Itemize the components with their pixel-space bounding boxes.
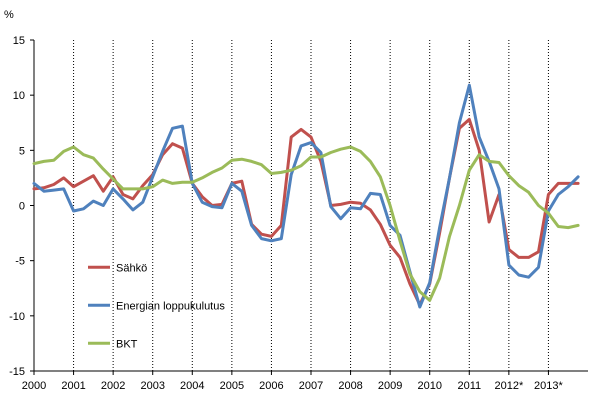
axes (30, 39, 588, 375)
x-tick-label: 2008 (338, 380, 362, 392)
series-lines (32, 83, 580, 309)
x-tick-labels: 2000 2001 2002 2003 2004 2005 2006 2007 2008 2009… (22, 380, 564, 392)
y-tick-label: 0 (19, 201, 25, 213)
y-tick-label: -5 (15, 256, 25, 268)
x-tick-label: 2009 (378, 380, 402, 392)
series-line-s-hk (32, 117, 580, 307)
x-tick-label: 2007 (299, 380, 323, 392)
legend-label: Energian loppukulutus (116, 300, 225, 312)
x-tick-label: 2003 (140, 380, 164, 392)
y-tick-label: 10 (13, 90, 25, 102)
x-tick-label: 2001 (61, 380, 85, 392)
x-tick-label: 2002 (101, 380, 125, 392)
legend-label: BKT (116, 338, 138, 350)
y-axis-unit-label: % (4, 9, 14, 21)
legend-label: Sähkö (116, 262, 147, 274)
y-tick-label: -15 (9, 366, 25, 378)
x-tick-label: 2004 (180, 380, 204, 392)
series-line-energian-loppukulutus (32, 83, 580, 309)
x-tick-label: 2010 (417, 380, 441, 392)
x-tick-label: 2006 (259, 380, 283, 392)
x-tick-label: 2000 (22, 380, 46, 392)
y-tick-label: 15 (13, 35, 25, 47)
x-tick-label: 2005 (220, 380, 244, 392)
x-tick-label: 2011 (457, 380, 481, 392)
grid-lines (73, 40, 549, 371)
y-tick-label: -10 (9, 311, 25, 323)
series-line-bkt (32, 145, 580, 302)
x-tick-label: 2012* (494, 380, 523, 392)
x-tick-label: 2013* (534, 380, 563, 392)
y-tick-label: 5 (19, 145, 25, 157)
y-tick-labels: 15 10 5 0 -5 -10 -15 (9, 35, 25, 378)
legend: Sähkö Energian loppukulutus BKT (88, 262, 225, 350)
